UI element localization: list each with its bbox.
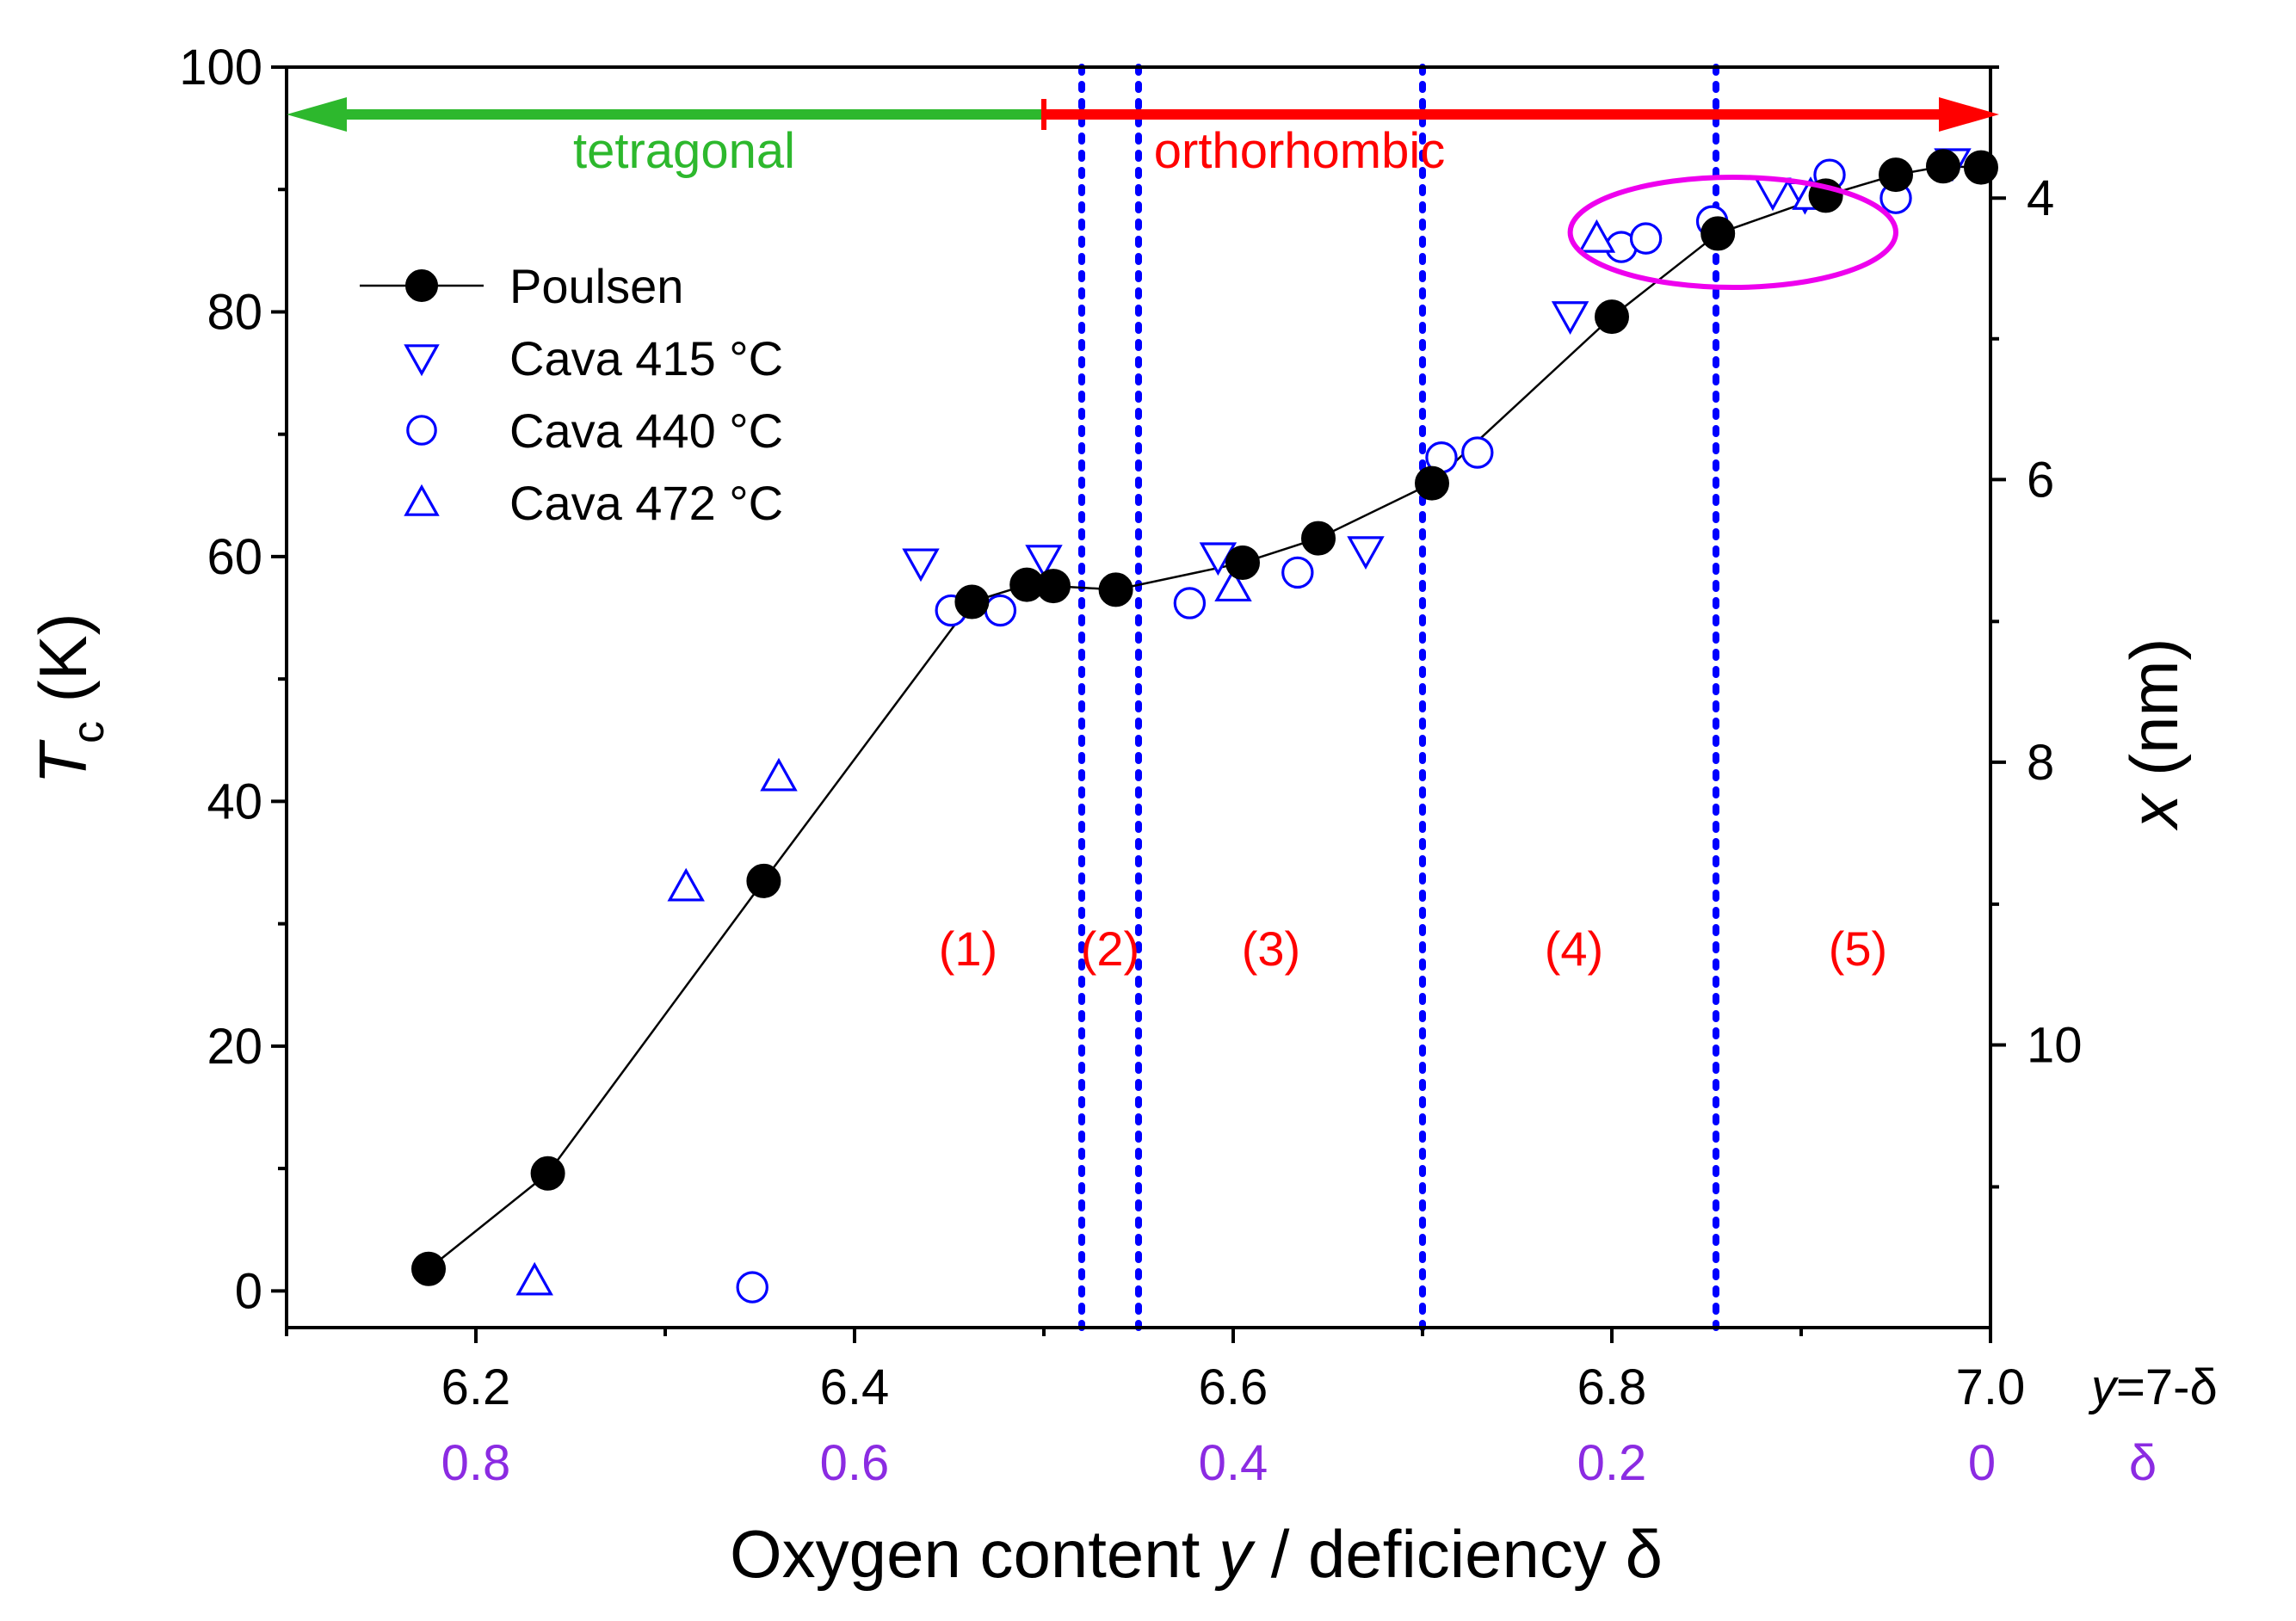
poulsen-point-11 <box>1595 299 1629 335</box>
legend: Poulsen Cava 415 °C Cava 440 °C Cava 472 °C <box>360 259 783 530</box>
tetragonal-label: tetragonal <box>573 123 795 179</box>
poulsen-point-2 <box>530 1156 565 1191</box>
x-axis-note-expr: =7-δ <box>2116 1359 2218 1415</box>
x-axis-title-part-1: Oxygen content <box>730 1516 1219 1592</box>
x-tick-label-5: 7.0 <box>1956 1359 2026 1415</box>
legend-label-2: Cava 415 °C <box>509 331 783 385</box>
cava-415-c-point-2 <box>1025 545 1063 579</box>
y-axis-title: Tc (K) <box>25 613 114 784</box>
y2-axis-title-unit: (nm) <box>2116 638 2192 795</box>
delta-tick-label-5: 0 <box>1968 1435 1996 1491</box>
cava-472-c-point-5 <box>1577 219 1616 253</box>
x-axis-note: y=7-δ <box>2088 1359 2218 1415</box>
y-tick-label-4: 60 <box>207 529 262 585</box>
region-label-1: (1) <box>939 921 997 976</box>
cava-440-c-point-5 <box>1281 556 1314 589</box>
y2-tick-label-4: 10 <box>2027 1017 2083 1073</box>
cava-472-c-point-2 <box>667 867 705 902</box>
y-tick-label-5: 80 <box>207 284 262 340</box>
cava-440-c-point-4 <box>1173 587 1207 619</box>
cava-415-c-series <box>902 148 1972 582</box>
poulsen-series-line <box>428 164 1982 1270</box>
x-tick-label-1: 6.2 <box>441 1359 511 1415</box>
y2-tick-label-1: 4 <box>2027 170 2054 226</box>
x-axis-title-part-2: y <box>1214 1516 1256 1592</box>
x-tick-label-3: 6.6 <box>1199 1359 1268 1415</box>
legend-label-4: Cava 472 °C <box>509 476 783 530</box>
cava-415-c-point-4 <box>1347 536 1385 570</box>
poulsen-point-15 <box>1926 149 1960 184</box>
legend-marker-2 <box>404 344 440 377</box>
poulsen-point-8 <box>1225 545 1260 581</box>
poulsen-point-14 <box>1879 157 1913 193</box>
cava-472-c-point-3 <box>760 757 798 792</box>
region-label-4: (4) <box>1545 921 1603 976</box>
poulsen-point-7 <box>1098 572 1133 607</box>
delta-axis-note: δ <box>2129 1435 2157 1491</box>
plot-frame <box>285 65 1992 1329</box>
region-label-5: (5) <box>1829 921 1887 976</box>
region-label-2: (2) <box>1081 921 1139 976</box>
delta-tick-label-3: 0.4 <box>1199 1435 1268 1491</box>
cava-472-c-point-1 <box>515 1261 553 1296</box>
x-axis-title: Oxygen content y / deficiency δ <box>730 1516 1663 1592</box>
cava-472-c-point-4 <box>1214 568 1252 602</box>
cava-472-c-series <box>515 176 1830 1296</box>
cava-415-c-point-6 <box>1754 177 1792 212</box>
delta-tick-label-2: 0.6 <box>820 1435 890 1491</box>
y2-tick-label-2: 6 <box>2027 452 2054 508</box>
highlight-ellipse <box>1567 175 1899 291</box>
tetragonal-arrow-head <box>287 97 347 132</box>
poulsen-point-1 <box>411 1251 446 1286</box>
cava-440-c-point-1 <box>736 1271 768 1304</box>
y2-axis-title-var: x <box>2116 792 2192 831</box>
y2-axis-title: x (nm) <box>2116 638 2192 832</box>
y-axis-title-unit: (K) <box>25 613 101 721</box>
orthorhombic-label: orthorhombic <box>1154 123 1445 179</box>
cava-440-c-point-9 <box>1629 222 1663 255</box>
legend-marker-1 <box>405 269 438 302</box>
poulsen-series <box>411 149 1998 1286</box>
y2-tick-label-3: 8 <box>2027 735 2054 791</box>
cava-440-c-point-7 <box>1461 436 1494 469</box>
cava-440-c-point-3 <box>984 594 1017 627</box>
delta-tick-label-4: 0.2 <box>1577 1435 1647 1491</box>
x-axis-note-var: y <box>2088 1359 2119 1415</box>
x-tick-label-4: 6.8 <box>1577 1359 1647 1415</box>
legend-label-1: Poulsen <box>509 259 683 313</box>
delta-tick-label-1: 0.8 <box>441 1435 511 1491</box>
orthorhombic-arrow-head <box>1939 97 1999 132</box>
y-tick-label-3: 40 <box>207 774 262 829</box>
cava-415-c-point-5 <box>1551 301 1589 335</box>
poulsen-point-9 <box>1301 521 1336 556</box>
cava-440-c-series <box>736 158 1912 1304</box>
poulsen-point-3 <box>746 863 781 898</box>
poulsen-point-4 <box>954 584 990 619</box>
legend-label-3: Cava 440 °C <box>509 404 783 458</box>
cava-415-c-point-1 <box>902 548 940 582</box>
y-tick-label-6: 100 <box>179 40 262 96</box>
y-axis-title-var: T <box>25 739 101 785</box>
x-axis-title-part-3: / deficiency δ <box>1252 1516 1663 1592</box>
x-tick-label-2: 6.4 <box>820 1359 890 1415</box>
region-label-3: (3) <box>1242 921 1300 976</box>
y-tick-label-2: 20 <box>207 1019 262 1075</box>
poulsen-point-10 <box>1415 465 1449 501</box>
legend-marker-3 <box>406 415 437 446</box>
legend-marker-4 <box>404 484 440 516</box>
poulsen-point-6 <box>1036 569 1071 604</box>
y-axis-title-sub: c <box>64 721 114 743</box>
poulsen-point-16 <box>1964 150 1998 185</box>
poulsen-point-12 <box>1700 216 1736 251</box>
y-tick-label-1: 0 <box>235 1263 262 1319</box>
